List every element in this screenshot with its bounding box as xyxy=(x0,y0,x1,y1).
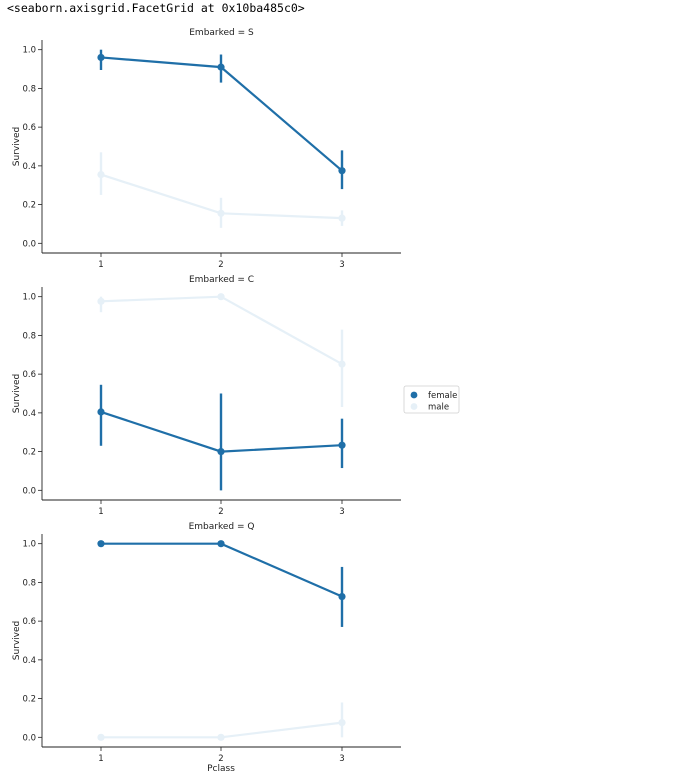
legend-frame xyxy=(403,385,460,414)
x-tick-label: 3 xyxy=(339,754,344,764)
facet-panel-2: Embarked = C 0.0 0.2 0.4 0.6 0.8 1.0 1 2 3 Survive… xyxy=(12,275,401,517)
y-axis-label: Survived xyxy=(12,374,22,414)
data-point xyxy=(217,293,225,301)
x-tick-label: 3 xyxy=(339,260,344,270)
data-point xyxy=(338,360,346,368)
x-tick-label: 1 xyxy=(98,260,103,270)
output-repr: <seaborn.axisgrid.FacetGrid at 0x10ba485… xyxy=(7,1,305,15)
series-male xyxy=(97,702,346,741)
y-tick-label: 0.2 xyxy=(22,448,36,458)
y-axis-label: Survived xyxy=(12,621,22,661)
legend-marker xyxy=(410,391,418,399)
y-tick-label: 0.8 xyxy=(22,578,36,588)
data-point xyxy=(97,297,105,305)
y-tick-label: 0.8 xyxy=(22,331,36,341)
y-tick-label: 0.0 xyxy=(22,486,36,496)
y-tick-label: 0.2 xyxy=(22,201,36,211)
series-line xyxy=(101,542,343,598)
x-tick-label: 3 xyxy=(339,507,344,517)
facet-title: Embarked = Q xyxy=(189,522,255,532)
y-tick-label: 0.4 xyxy=(22,409,36,419)
y-tick-label: 1.0 xyxy=(22,46,36,56)
data-point xyxy=(338,214,346,222)
y-tick-label: 0.0 xyxy=(22,239,36,249)
data-point xyxy=(338,167,346,175)
facet-title: Embarked = S xyxy=(189,28,254,38)
series-female xyxy=(97,540,346,627)
series-male xyxy=(97,152,346,228)
y-tick-label: 0.4 xyxy=(22,656,36,666)
data-point xyxy=(338,719,346,727)
y-tick-label: 0.6 xyxy=(22,370,36,380)
facet-panel-3: Embarked = Q 0.0 0.2 0.4 0.6 0.8 1.0 1 2 3 Survive… xyxy=(12,522,401,764)
data-point xyxy=(97,170,105,179)
legend-label: male xyxy=(428,403,449,413)
data-point xyxy=(217,540,225,548)
data-point xyxy=(97,408,105,416)
y-tick-label: 1.0 xyxy=(22,293,36,303)
data-point xyxy=(217,447,225,456)
data-point xyxy=(217,209,225,217)
data-point xyxy=(217,63,225,71)
y-tick-label: 0.2 xyxy=(22,695,36,705)
x-tick-label: 1 xyxy=(98,754,103,764)
y-axis-label: Survived xyxy=(12,127,22,167)
series-female xyxy=(97,49,346,190)
data-point xyxy=(97,540,105,548)
data-point xyxy=(217,733,225,741)
series-line xyxy=(100,295,343,366)
facet-panel-1: Embarked = S 0.0 0.2 0.4 0.6 0.8 1.0 1 2 3 Survive… xyxy=(12,28,401,270)
x-tick-label: 1 xyxy=(98,507,103,517)
y-tick-label: 0.6 xyxy=(22,617,36,627)
x-tick-label: 2 xyxy=(218,260,223,270)
x-axis-label: Pclass xyxy=(207,764,235,774)
series-male xyxy=(97,293,346,408)
legend-label: female xyxy=(428,391,457,401)
y-tick-label: 0.8 xyxy=(22,84,36,94)
x-tick-label: 2 xyxy=(218,754,223,764)
x-tick-label: 2 xyxy=(218,507,223,517)
facet-title: Embarked = C xyxy=(189,275,254,285)
data-point xyxy=(338,592,346,601)
legend-marker xyxy=(410,403,418,410)
legend: female male xyxy=(403,385,460,414)
y-tick-label: 0.6 xyxy=(22,123,36,133)
data-point xyxy=(97,53,105,62)
y-tick-label: 0.4 xyxy=(22,162,36,172)
data-point xyxy=(97,733,105,741)
y-tick-label: 0.0 xyxy=(22,733,36,743)
series-female xyxy=(97,384,346,491)
data-point xyxy=(338,441,346,449)
y-tick-label: 1.0 xyxy=(22,540,36,550)
